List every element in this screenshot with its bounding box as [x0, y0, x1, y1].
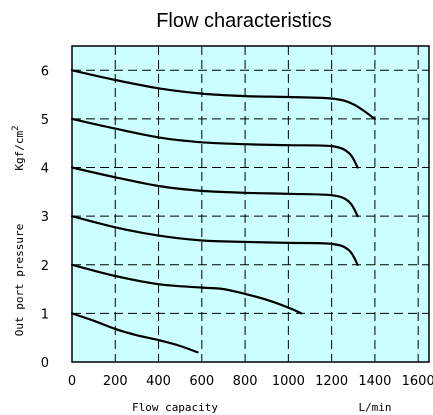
svg-text:Kgf/cm2: Kgf/cm2 [11, 125, 26, 170]
x-tick-label-0: 0 [68, 374, 76, 389]
curve-2 [70, 117, 359, 169]
y-tick-label-2: 2 [41, 259, 49, 274]
y-tick-label-1: 1 [41, 307, 49, 322]
curves [70, 69, 376, 354]
x-axis-label: Flow capacity [132, 401, 218, 414]
curve-3 [70, 166, 359, 218]
curve-6 [70, 312, 199, 354]
x-tick-label-1200: 1200 [315, 374, 348, 389]
y-axis-unit-exponent: 2 [11, 125, 21, 130]
x-axis-unit: L/min [358, 401, 391, 414]
x-tick-label-1600: 1600 [402, 374, 433, 389]
x-tick-label-400: 400 [146, 374, 171, 389]
chart-title: Flow characteristics [156, 10, 332, 32]
x-tick-labels: 0 200 400 600 800 1000 1200 1400 1600 [68, 374, 433, 389]
curve-1 [70, 69, 376, 120]
plot-frame [71, 45, 430, 363]
grid-lines [72, 46, 429, 362]
y-tick-labels: 0 1 2 3 4 5 6 [41, 64, 49, 371]
y-tick-label-3: 3 [41, 210, 49, 225]
x-tick-label-200: 200 [103, 374, 128, 389]
curve-5 [70, 263, 303, 315]
y-axis-unit-base: Kgf/cm [13, 130, 26, 170]
x-tick-label-800: 800 [233, 374, 258, 389]
y-tick-label-6: 6 [41, 64, 49, 79]
curve-4 [70, 215, 359, 266]
x-tick-label-1000: 1000 [272, 374, 305, 389]
y-tick-label-0: 0 [41, 356, 49, 371]
y-tick-label-4: 4 [41, 162, 49, 177]
y-tick-label-5: 5 [41, 113, 49, 128]
y-axis-unit: Kgf/cm2 [11, 125, 26, 170]
plot-area [72, 46, 429, 362]
y-axis-label: Out port pressure [13, 224, 26, 337]
x-tick-label-600: 600 [189, 374, 214, 389]
x-tick-label-1400: 1400 [358, 374, 391, 389]
